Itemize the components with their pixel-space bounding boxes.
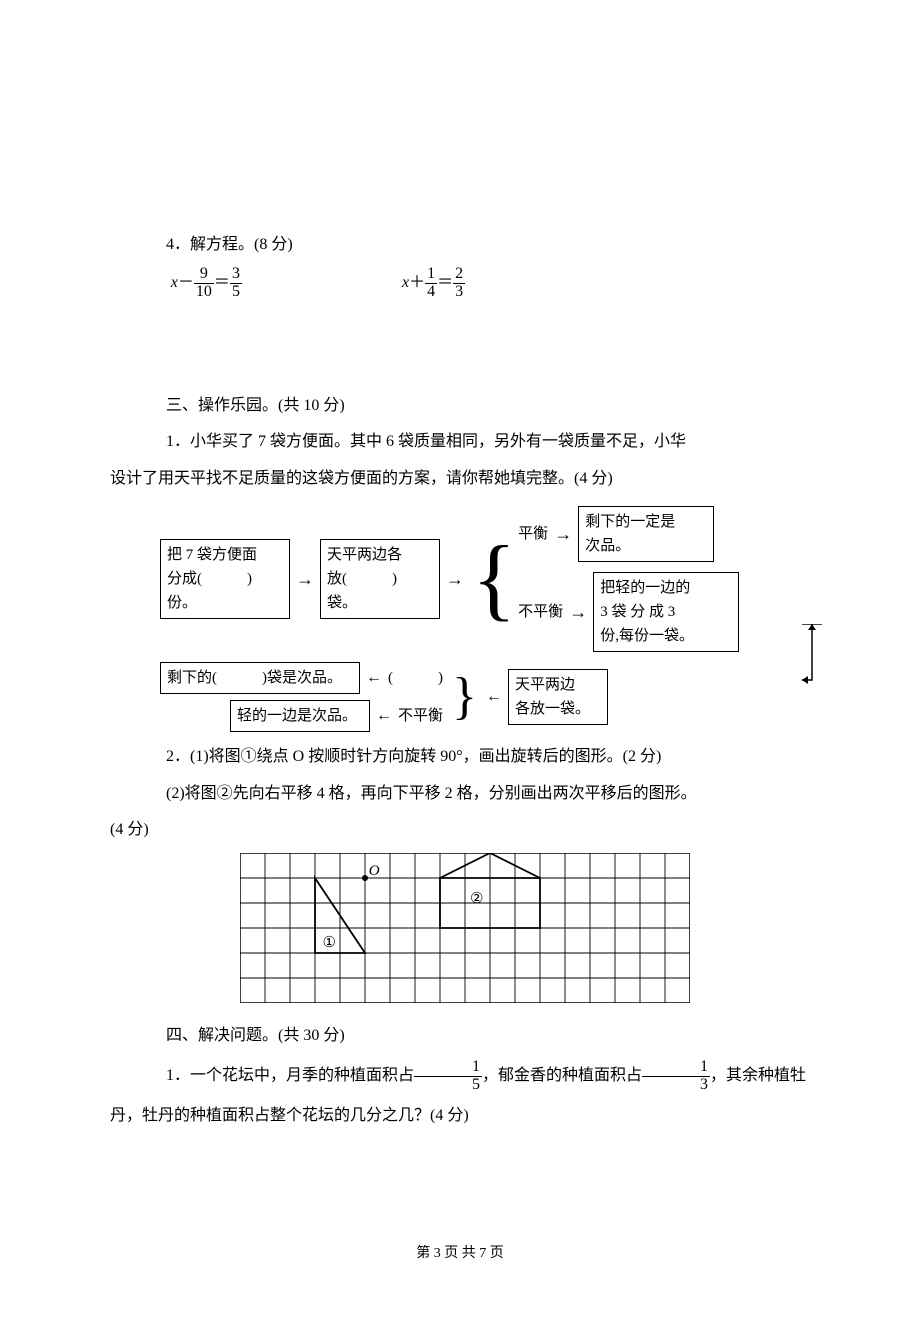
fraction: 13 bbox=[642, 1059, 710, 1094]
arrow-left-icon: ← bbox=[366, 665, 382, 691]
var-x: x bbox=[402, 274, 409, 291]
s3q2-line1: 2．(1)将图①绕点 O 按顺时针方向旋转 90°，画出旋转后的图形。(2 分) bbox=[110, 742, 810, 772]
s3q2-line3: (4 分) bbox=[110, 815, 810, 845]
connector-arrow-icon bbox=[802, 624, 822, 688]
q4-head: 4．解方程。(8 分) bbox=[110, 230, 810, 260]
row2-left-col: 剩下的( )袋是次品。 ← ( ) 轻的一边是次品。 ← 不平衡 bbox=[160, 662, 443, 732]
flow-box-unbalanced-result: 把轻的一边的 3 袋 分 成 3 份,每份一袋。 bbox=[593, 572, 739, 652]
s4q1-line1: 1．一个花坛中，月季的种植面积占15，郁金香的种植面积占13，其余种植牡 bbox=[110, 1058, 810, 1095]
fraction: 23 bbox=[453, 266, 465, 301]
svg-text:②: ② bbox=[470, 891, 483, 907]
section3-head: 三、操作乐园。(共 10 分) bbox=[110, 391, 810, 421]
brace-icon: { bbox=[472, 506, 516, 652]
flow-box-light-side: 轻的一边是次品。 bbox=[230, 700, 370, 732]
grid-figure: O ① ② bbox=[240, 853, 810, 1003]
arrow-left-icon: ← bbox=[376, 703, 392, 729]
row2-unbalanced-line: 轻的一边是次品。 ← 不平衡 bbox=[230, 700, 443, 732]
fraction: 910 bbox=[194, 266, 214, 301]
flow-box-place-one: 天平两边 各放一袋。 bbox=[508, 669, 608, 725]
row2-balanced-line: 剩下的( )袋是次品。 ← ( ) bbox=[160, 662, 443, 694]
svg-text:①: ① bbox=[323, 935, 336, 951]
arrow-icon: → bbox=[296, 565, 314, 594]
fraction: 15 bbox=[414, 1059, 482, 1094]
flow-box-split: 把 7 袋方便面 分成( ) 份。 bbox=[160, 539, 290, 619]
section4-head: 四、解决问题。(共 30 分) bbox=[110, 1021, 810, 1051]
fraction: 14 bbox=[425, 266, 437, 301]
equation-2: x＋14＝23 bbox=[402, 266, 465, 301]
equation-1: x－910＝35 bbox=[171, 266, 242, 301]
arrow-icon: → bbox=[569, 598, 587, 627]
var-x: x bbox=[171, 274, 178, 291]
branch-unbalanced: 不平衡→ 把轻的一边的 3 袋 分 成 3 份,每份一袋。 bbox=[518, 572, 739, 652]
flowchart: 把 7 袋方便面 分成( ) 份。 → 天平两边各 放( ) 袋。 → { 平衡… bbox=[160, 506, 810, 732]
s4q1-line2: 丹，牡丹的种植面积占整个花坛的几分之几？(4 分) bbox=[110, 1101, 810, 1131]
equation-row: x－910＝35 x＋14＝23 bbox=[171, 266, 810, 301]
svg-text:O: O bbox=[369, 863, 380, 879]
s3q1-line2: 设计了用天平找不足质量的这袋方便面的方案，请你帮她填完整。(4 分) bbox=[110, 464, 810, 494]
blank-paren: ( ) bbox=[388, 666, 443, 690]
grid-svg: O ① ② bbox=[240, 853, 690, 1003]
brace-group: { 平衡→ 剩下的一定是 次品。 不平衡→ 把轻的一边的 3 袋 分 成 3 份… bbox=[470, 506, 739, 652]
branch-column: 平衡→ 剩下的一定是 次品。 不平衡→ 把轻的一边的 3 袋 分 成 3 份,每… bbox=[518, 506, 739, 652]
flow-box-scale: 天平两边各 放( ) 袋。 bbox=[320, 539, 440, 619]
flow-row-1: 把 7 袋方便面 分成( ) 份。 → 天平两边各 放( ) 袋。 → { 平衡… bbox=[160, 506, 810, 652]
brace-icon: } bbox=[452, 674, 477, 721]
flow-box-balanced-result: 剩下的一定是 次品。 bbox=[578, 506, 714, 562]
label-unbalanced: 不平衡 bbox=[398, 704, 443, 728]
fraction: 35 bbox=[230, 266, 242, 301]
s3q1-line1: 1．小华买了 7 袋方便面。其中 6 袋质量相同，另外有一袋质量不足，小华 bbox=[110, 427, 810, 457]
arrow-icon: → bbox=[554, 520, 572, 549]
flow-box-remain: 剩下的( )袋是次品。 bbox=[160, 662, 360, 694]
arrow-icon: → bbox=[446, 565, 464, 594]
arrow-left-icon: ← bbox=[486, 684, 502, 710]
page-footer: 第 3 页 共 7 页 bbox=[110, 1241, 810, 1268]
branch-balanced: 平衡→ 剩下的一定是 次品。 bbox=[518, 506, 739, 562]
s3q2-line2: (2)将图②先向右平移 4 格，再向下平移 2 格，分别画出两次平移后的图形。 bbox=[110, 779, 810, 809]
flow-row-2: 剩下的( )袋是次品。 ← ( ) 轻的一边是次品。 ← 不平衡 } ← 天平两… bbox=[160, 662, 810, 732]
